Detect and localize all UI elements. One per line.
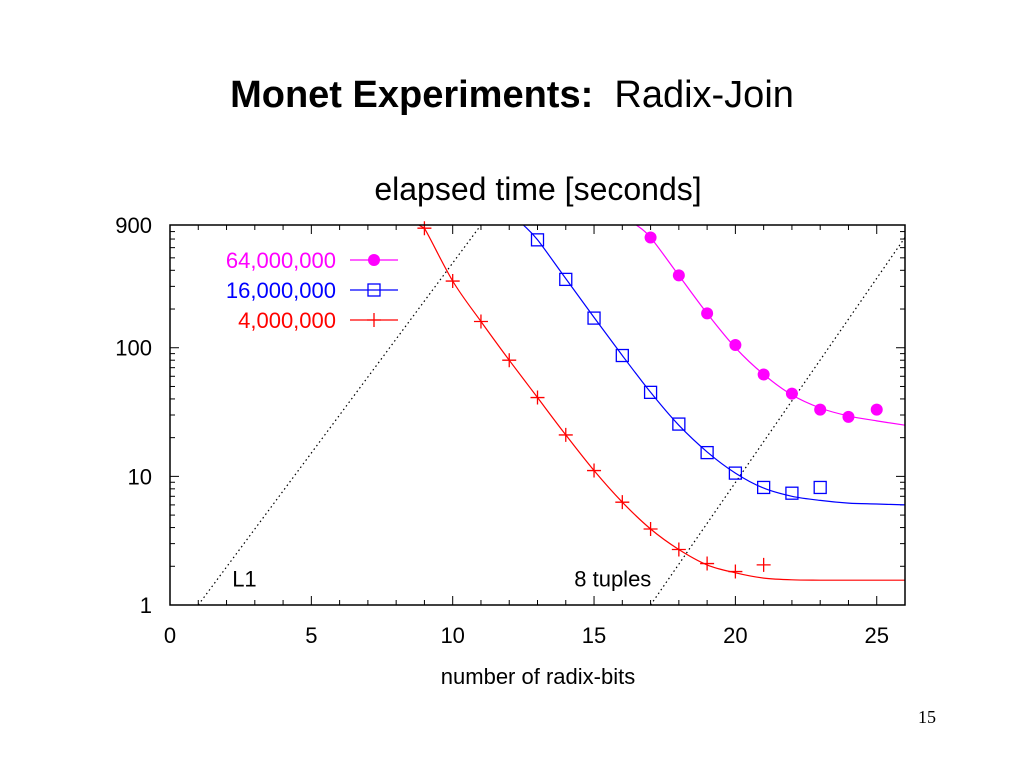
data-point: [842, 410, 855, 423]
data-point: [587, 311, 601, 325]
data-point: [558, 427, 573, 442]
legend-marker: [368, 254, 380, 266]
reference-label: L1: [232, 567, 256, 592]
legend-marker: [367, 283, 381, 297]
x-tick-labels: 0 5 10 15 20 25: [164, 623, 889, 648]
slide-title-bold: Monet Experiments:: [230, 74, 594, 116]
x-tick-label: 20: [723, 623, 747, 648]
chart: elapsed time [seconds] L1 8 tuples 0 5 10 15…: [115, 171, 906, 689]
x-tick-label: 10: [440, 623, 464, 648]
data-point: [672, 417, 686, 431]
data-point: [530, 390, 545, 405]
reference-label: 8 tuples: [574, 567, 651, 592]
data-point: [671, 542, 686, 557]
reference-line-8-tuples: [650, 237, 906, 606]
y-tick-label: 1: [140, 593, 152, 618]
slide-title: Monet Experiments: Radix-Join: [0, 74, 1024, 117]
x-tick-label: 0: [164, 623, 176, 648]
legend-marker: [367, 313, 381, 327]
data-point: [785, 387, 798, 400]
legend-label: 16,000,000: [226, 278, 336, 303]
data-point: [870, 403, 883, 416]
data-point: [757, 368, 770, 381]
page-number: 15: [918, 707, 936, 727]
y-tick-label: 10: [128, 464, 152, 489]
data-point: [587, 463, 602, 478]
data-point: [643, 385, 658, 399]
x-tick-label: 15: [582, 623, 606, 648]
data-point: [445, 274, 460, 289]
series-line: [636, 224, 906, 426]
data-point: [700, 445, 714, 460]
data-point: [757, 480, 771, 495]
legend: 64,000,000 16,000,000 4,000,000: [226, 248, 398, 333]
legend-label: 64,000,000: [226, 248, 336, 273]
reference-lines: L1 8 tuples: [197, 224, 906, 606]
data-point: [530, 233, 545, 247]
x-tick-label: 5: [305, 623, 317, 648]
data-point: [729, 339, 742, 352]
data-point: [643, 521, 658, 536]
data-point: [813, 480, 827, 495]
x-tick-label: 25: [864, 623, 888, 648]
data-point: [700, 556, 715, 571]
data-point: [644, 231, 657, 244]
y-tick-labels: 1 10 100 900: [115, 213, 152, 618]
y-tick-label: 100: [115, 336, 152, 361]
data-point: [615, 495, 630, 510]
data-point: [417, 221, 432, 236]
data-series: [417, 221, 906, 581]
data-point: [785, 486, 799, 500]
data-point: [559, 272, 573, 287]
data-point: [814, 403, 827, 416]
data-point: [701, 307, 714, 320]
series-line: [418, 224, 905, 581]
legend-label: 4,000,000: [238, 308, 336, 333]
x-axis-label: number of radix-bits: [441, 664, 635, 689]
plot-frame: [169, 224, 906, 606]
data-point: [756, 557, 771, 572]
data-point: [728, 466, 743, 480]
data-point: [473, 314, 488, 329]
chart-title: elapsed time [seconds]: [374, 171, 701, 207]
data-point: [615, 348, 629, 363]
data-point: [728, 564, 743, 579]
slide-title-rest: Radix-Join: [614, 74, 794, 116]
series-line: [522, 224, 906, 506]
y-tick-label: 900: [115, 213, 152, 238]
data-point: [502, 353, 517, 368]
data-point: [672, 269, 685, 282]
